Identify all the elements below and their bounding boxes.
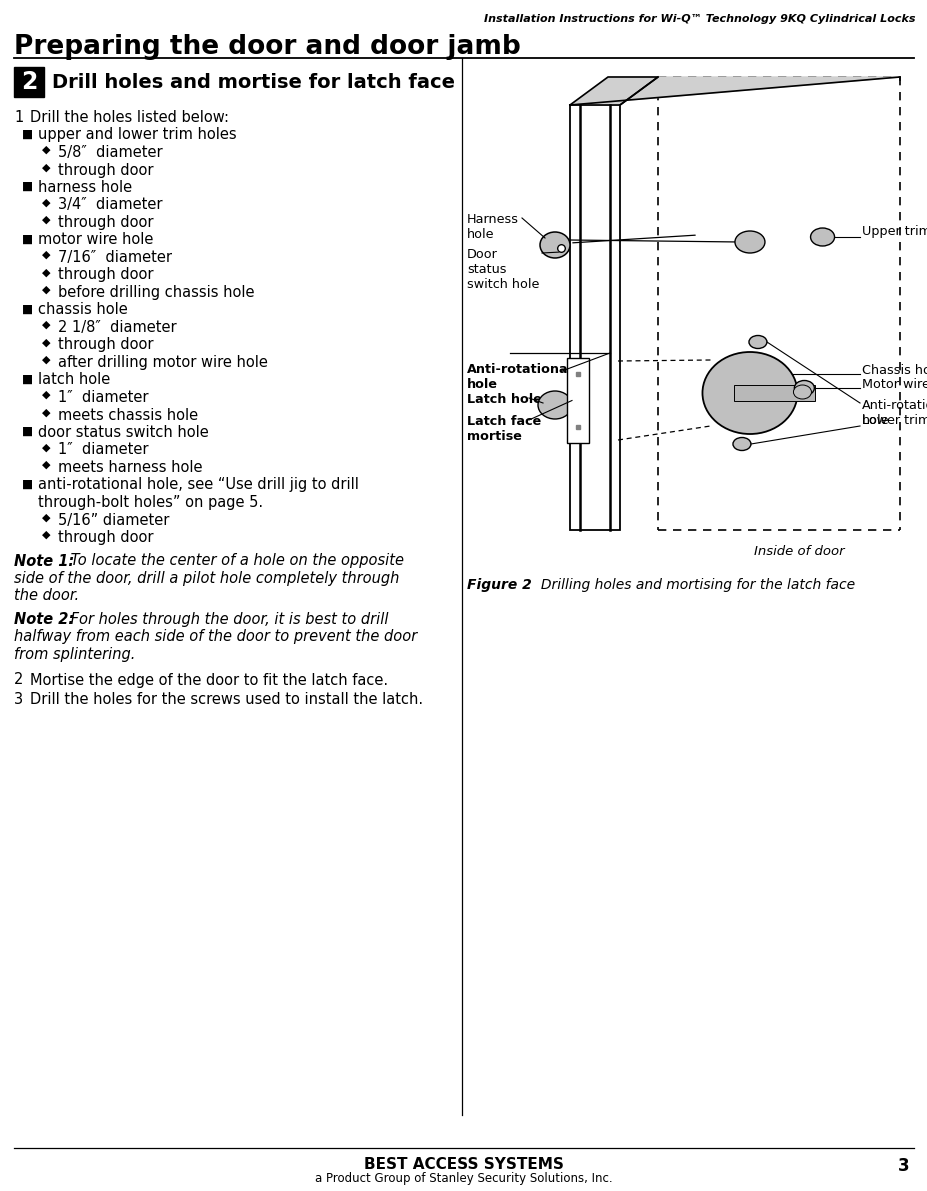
Text: For holes through the door, it is best to drill: For holes through the door, it is best t… <box>66 612 388 626</box>
Text: 1″  diameter: 1″ diameter <box>57 443 148 457</box>
Text: To locate the center of a hole on the opposite: To locate the center of a hole on the op… <box>66 554 403 568</box>
Text: 3: 3 <box>897 1156 909 1176</box>
Ellipse shape <box>540 232 569 258</box>
Ellipse shape <box>734 231 764 252</box>
Text: 2: 2 <box>20 70 37 94</box>
Text: Motor wire hole: Motor wire hole <box>861 379 927 392</box>
Text: anti-rotational hole, see “Use drill jig to drill: anti-rotational hole, see “Use drill jig… <box>38 478 359 493</box>
Text: Drill holes and mortise for latch face: Drill holes and mortise for latch face <box>52 73 454 92</box>
Text: 1″  diameter: 1″ diameter <box>57 389 148 405</box>
Text: Note 1:: Note 1: <box>14 554 74 568</box>
Text: Note 2:: Note 2: <box>14 612 74 626</box>
Text: Harness
hole: Harness hole <box>466 213 518 241</box>
Text: after drilling motor wire hole: after drilling motor wire hole <box>57 355 268 370</box>
Text: through door: through door <box>57 216 153 230</box>
Text: ■: ■ <box>22 232 33 245</box>
Text: Door
status
switch hole: Door status switch hole <box>466 248 539 291</box>
Text: Drill the holes for the screws used to install the latch.: Drill the holes for the screws used to i… <box>30 692 423 707</box>
Text: ◆: ◆ <box>42 320 50 330</box>
Text: ◆: ◆ <box>42 530 50 540</box>
Ellipse shape <box>793 385 810 399</box>
Text: Drilling holes and mortising for the latch face: Drilling holes and mortising for the lat… <box>518 578 854 592</box>
Text: door status switch hole: door status switch hole <box>38 425 209 439</box>
Bar <box>14 67 44 96</box>
Ellipse shape <box>702 353 796 434</box>
Text: ■: ■ <box>22 127 33 141</box>
Polygon shape <box>569 77 657 105</box>
Text: ◆: ◆ <box>42 145 50 155</box>
Text: Anti-rotational
hole: Anti-rotational hole <box>861 399 927 428</box>
Text: through door: through door <box>57 337 153 353</box>
Text: upper and lower trim holes: upper and lower trim holes <box>38 127 236 143</box>
Text: halfway from each side of the door to prevent the door: halfway from each side of the door to pr… <box>14 630 417 644</box>
Text: ◆: ◆ <box>42 460 50 470</box>
Polygon shape <box>569 77 899 105</box>
Text: Preparing the door and door jamb: Preparing the door and door jamb <box>14 35 520 60</box>
Text: from splintering.: from splintering. <box>14 647 135 662</box>
Text: a Product Group of Stanley Security Solutions, Inc.: a Product Group of Stanley Security Solu… <box>315 1172 612 1185</box>
Text: Installation Instructions for Wi-Q™ Technology 9KQ Cylindrical Locks: Installation Instructions for Wi-Q™ Tech… <box>484 14 915 24</box>
Text: ◆: ◆ <box>42 337 50 348</box>
Text: Lower trim hole: Lower trim hole <box>861 414 927 428</box>
Text: ■: ■ <box>22 425 33 438</box>
Ellipse shape <box>538 391 571 419</box>
Text: through door: through door <box>57 162 153 177</box>
Ellipse shape <box>748 336 766 349</box>
Text: ◆: ◆ <box>42 216 50 225</box>
Text: before drilling chassis hole: before drilling chassis hole <box>57 285 254 300</box>
Text: Drill the holes listed below:: Drill the holes listed below: <box>30 110 229 125</box>
Text: ◆: ◆ <box>42 512 50 523</box>
Text: ■: ■ <box>22 303 33 316</box>
Text: motor wire hole: motor wire hole <box>38 232 153 248</box>
Text: harness hole: harness hole <box>38 180 132 195</box>
Text: ◆: ◆ <box>42 443 50 453</box>
Bar <box>733 385 814 401</box>
Text: Figure 2: Figure 2 <box>466 578 531 592</box>
Text: ◆: ◆ <box>42 162 50 173</box>
Text: meets harness hole: meets harness hole <box>57 460 202 475</box>
Text: ◆: ◆ <box>42 389 50 400</box>
Text: BEST ACCESS SYSTEMS: BEST ACCESS SYSTEMS <box>363 1156 564 1172</box>
Text: Chassis hole: Chassis hole <box>861 364 927 378</box>
Bar <box>569 105 619 530</box>
Text: Latch hole: Latch hole <box>466 393 541 406</box>
Text: side of the door, drill a pilot hole completely through: side of the door, drill a pilot hole com… <box>14 570 399 586</box>
Text: ■: ■ <box>22 180 33 193</box>
Text: latch hole: latch hole <box>38 373 110 387</box>
Text: Mortise the edge of the door to fit the latch face.: Mortise the edge of the door to fit the … <box>30 673 387 687</box>
Bar <box>566 358 589 443</box>
Text: 3: 3 <box>14 692 23 707</box>
Text: meets chassis hole: meets chassis hole <box>57 407 197 423</box>
Ellipse shape <box>809 227 833 247</box>
Ellipse shape <box>732 437 750 450</box>
Text: through door: through door <box>57 268 153 282</box>
Text: 3/4″  diameter: 3/4″ diameter <box>57 198 162 212</box>
Text: 5/16” diameter: 5/16” diameter <box>57 512 170 528</box>
Text: Inside of door: Inside of door <box>753 545 844 559</box>
Text: the door.: the door. <box>14 588 79 604</box>
Text: through door: through door <box>57 530 153 545</box>
Text: through-bolt holes” on page 5.: through-bolt holes” on page 5. <box>38 495 263 510</box>
Text: 1: 1 <box>14 110 23 125</box>
Text: 2: 2 <box>14 673 23 687</box>
Text: ■: ■ <box>22 373 33 386</box>
Text: chassis hole: chassis hole <box>38 303 128 318</box>
Text: ◆: ◆ <box>42 285 50 295</box>
Ellipse shape <box>794 380 814 395</box>
Text: Latch face
mortise: Latch face mortise <box>466 414 540 443</box>
Text: ◆: ◆ <box>42 407 50 418</box>
Text: Upper trim hole: Upper trim hole <box>861 225 927 238</box>
Text: ◆: ◆ <box>42 250 50 260</box>
Text: ■: ■ <box>22 478 33 491</box>
Text: Anti-rotational
hole: Anti-rotational hole <box>466 363 573 391</box>
Text: ◆: ◆ <box>42 198 50 207</box>
Text: 7/16″  diameter: 7/16″ diameter <box>57 250 171 266</box>
Text: 2 1/8″  diameter: 2 1/8″ diameter <box>57 320 176 335</box>
Text: ◆: ◆ <box>42 268 50 278</box>
Text: ◆: ◆ <box>42 355 50 364</box>
Text: 5/8″  diameter: 5/8″ diameter <box>57 145 162 160</box>
